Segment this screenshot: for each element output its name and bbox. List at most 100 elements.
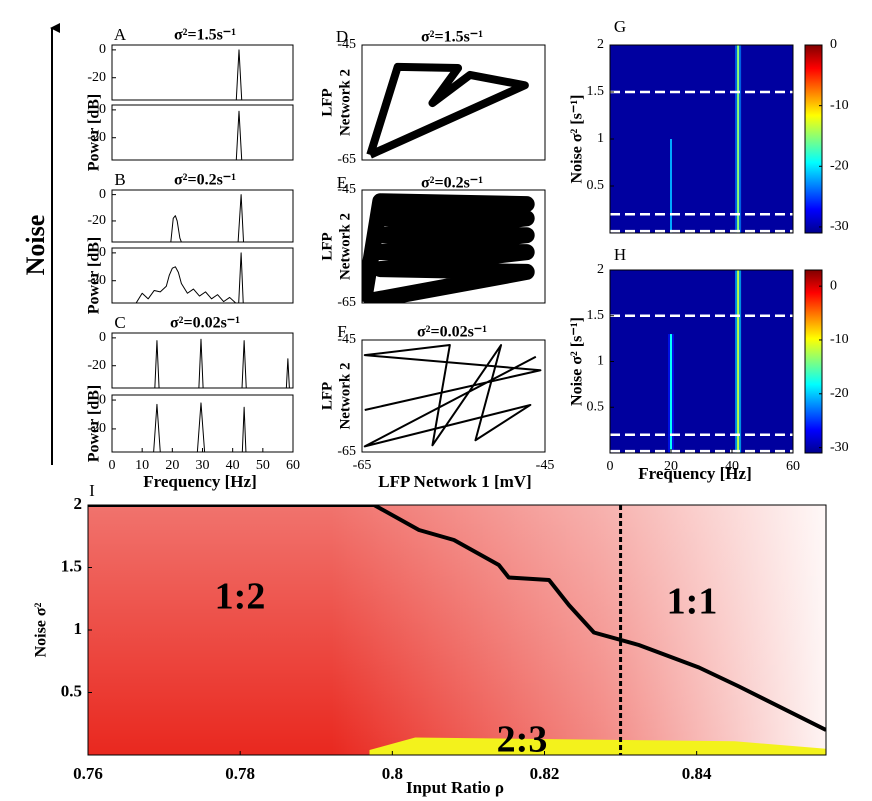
y-tick-label: 1.5 (587, 308, 605, 323)
panel-title: σ²=0.02s⁻¹ (170, 315, 240, 332)
y-tick-label: 0 (99, 330, 106, 345)
y-tick-label: 1 (74, 619, 83, 638)
y-tick-label: 1.5 (587, 84, 605, 99)
y-tick-label: 1.5 (61, 556, 82, 575)
y-tick-label: -20 (87, 358, 106, 373)
x-tick-label: 20 (165, 458, 179, 473)
colorbar-tick-label: -20 (830, 159, 849, 174)
phase-trajectory (362, 193, 535, 303)
y-tick-label: -20 (87, 421, 106, 436)
spectrum-line (112, 252, 293, 303)
spectrum-line (112, 49, 293, 100)
colorbar (804, 269, 823, 454)
y-tick-label: -45 (337, 37, 356, 52)
panel-label: H (614, 245, 626, 264)
colorbar (804, 44, 823, 234)
axes-frame (111, 104, 294, 161)
x-tick-label: 40 (725, 459, 739, 474)
panel-label: C (114, 313, 125, 332)
plot-area (366, 62, 529, 159)
plot-area (363, 344, 542, 448)
y-tick-label: 0 (99, 42, 106, 57)
spectrum-line (112, 402, 293, 452)
y-tick-label: 1 (597, 131, 604, 146)
panel-label: B (114, 170, 125, 189)
x-tick-label: 0.78 (225, 764, 255, 783)
colorbar-tick-label: -30 (830, 219, 849, 234)
panel-label: A (114, 25, 127, 44)
x-axis-label: Input Ratio ρ (406, 778, 504, 797)
panel-title: σ²=1.5s⁻¹ (174, 27, 236, 44)
panel-title: σ²=0.02s⁻¹ (417, 324, 487, 341)
plot-area (112, 252, 293, 303)
axes-frame (361, 339, 546, 453)
panel-label: G (614, 17, 626, 36)
y-axis-label: Power [dB] (86, 237, 103, 314)
region-area (369, 737, 826, 755)
x-tick-label: 60 (786, 459, 800, 474)
y-tick-label: 0.5 (61, 681, 82, 700)
x-tick-label: 20 (664, 459, 678, 474)
y-tick-label: 0 (99, 392, 106, 407)
panel-label: E (337, 173, 347, 192)
y-tick-label: -20 (87, 213, 106, 228)
plot-area (610, 45, 793, 233)
spectrum-line (112, 110, 293, 160)
y-axis-label: Power [dB] (86, 94, 103, 171)
x-tick-label: 50 (256, 458, 270, 473)
y-tick-label: -65 (337, 152, 356, 167)
annotation: 1:2 (215, 576, 266, 618)
y-tick-label: 0 (99, 245, 106, 260)
axes-frame (111, 44, 294, 101)
x-tick-label: -65 (353, 458, 372, 473)
panel-label: F (337, 322, 346, 341)
y-tick-label: -65 (337, 295, 356, 310)
colorbar-tick-label: -30 (830, 440, 849, 455)
y-tick-label: -20 (87, 273, 106, 288)
panel-label: I (89, 481, 95, 500)
x-axis-label: LFP Network 1 [mV] (378, 472, 531, 491)
x-axis-label: Frequency [Hz] (638, 464, 751, 483)
spectrum-line (112, 338, 293, 388)
heatmap-background (610, 270, 793, 453)
axes-frame (111, 247, 294, 304)
axes-frame (361, 44, 546, 161)
heatmap-background (610, 45, 793, 233)
y-axis-label: Noise σ² [s⁻¹] (569, 95, 586, 184)
x-tick-label: -45 (536, 458, 555, 473)
ridge (737, 270, 740, 453)
y-axis-label: LFP (319, 382, 335, 410)
region-fade (88, 505, 826, 755)
x-tick-label: 10 (135, 458, 149, 473)
x-axis-label: Frequency [Hz] (143, 472, 256, 491)
x-tick-label: 40 (226, 458, 240, 473)
phase-trajectory (366, 62, 529, 159)
phase-trajectory (363, 344, 542, 448)
colorbar-tick-label: -10 (830, 98, 849, 113)
spectrum-line (112, 194, 293, 242)
y-axis-label: Noise σ² [s⁻¹] (569, 317, 586, 406)
y-tick-label: -20 (87, 130, 106, 145)
ridge (737, 45, 740, 233)
plot-area (88, 505, 826, 755)
y-axis-label: Network 2 (337, 69, 353, 136)
plot-area (112, 338, 293, 388)
y-axis-label: Noise σ² (33, 602, 50, 657)
x-tick-label: 30 (196, 458, 210, 473)
y-tick-label: -45 (337, 182, 356, 197)
noise-label: Noise (21, 215, 50, 276)
colorbar-tick-label: 0 (830, 37, 837, 52)
axes-frame (111, 189, 294, 243)
x-tick-label: 0.76 (73, 764, 103, 783)
ridge (670, 334, 672, 453)
y-tick-label: 0 (99, 102, 106, 117)
y-tick-label: 2 (597, 37, 604, 52)
panel-title: σ²=1.5s⁻¹ (421, 29, 483, 46)
y-axis-label: Network 2 (337, 213, 353, 280)
y-tick-label: 1 (597, 354, 604, 369)
plot-area (610, 270, 793, 453)
colorbar-tick-label: -20 (830, 386, 849, 401)
x-tick-label: 60 (286, 458, 300, 473)
y-axis-label: Power [dB] (86, 385, 103, 462)
